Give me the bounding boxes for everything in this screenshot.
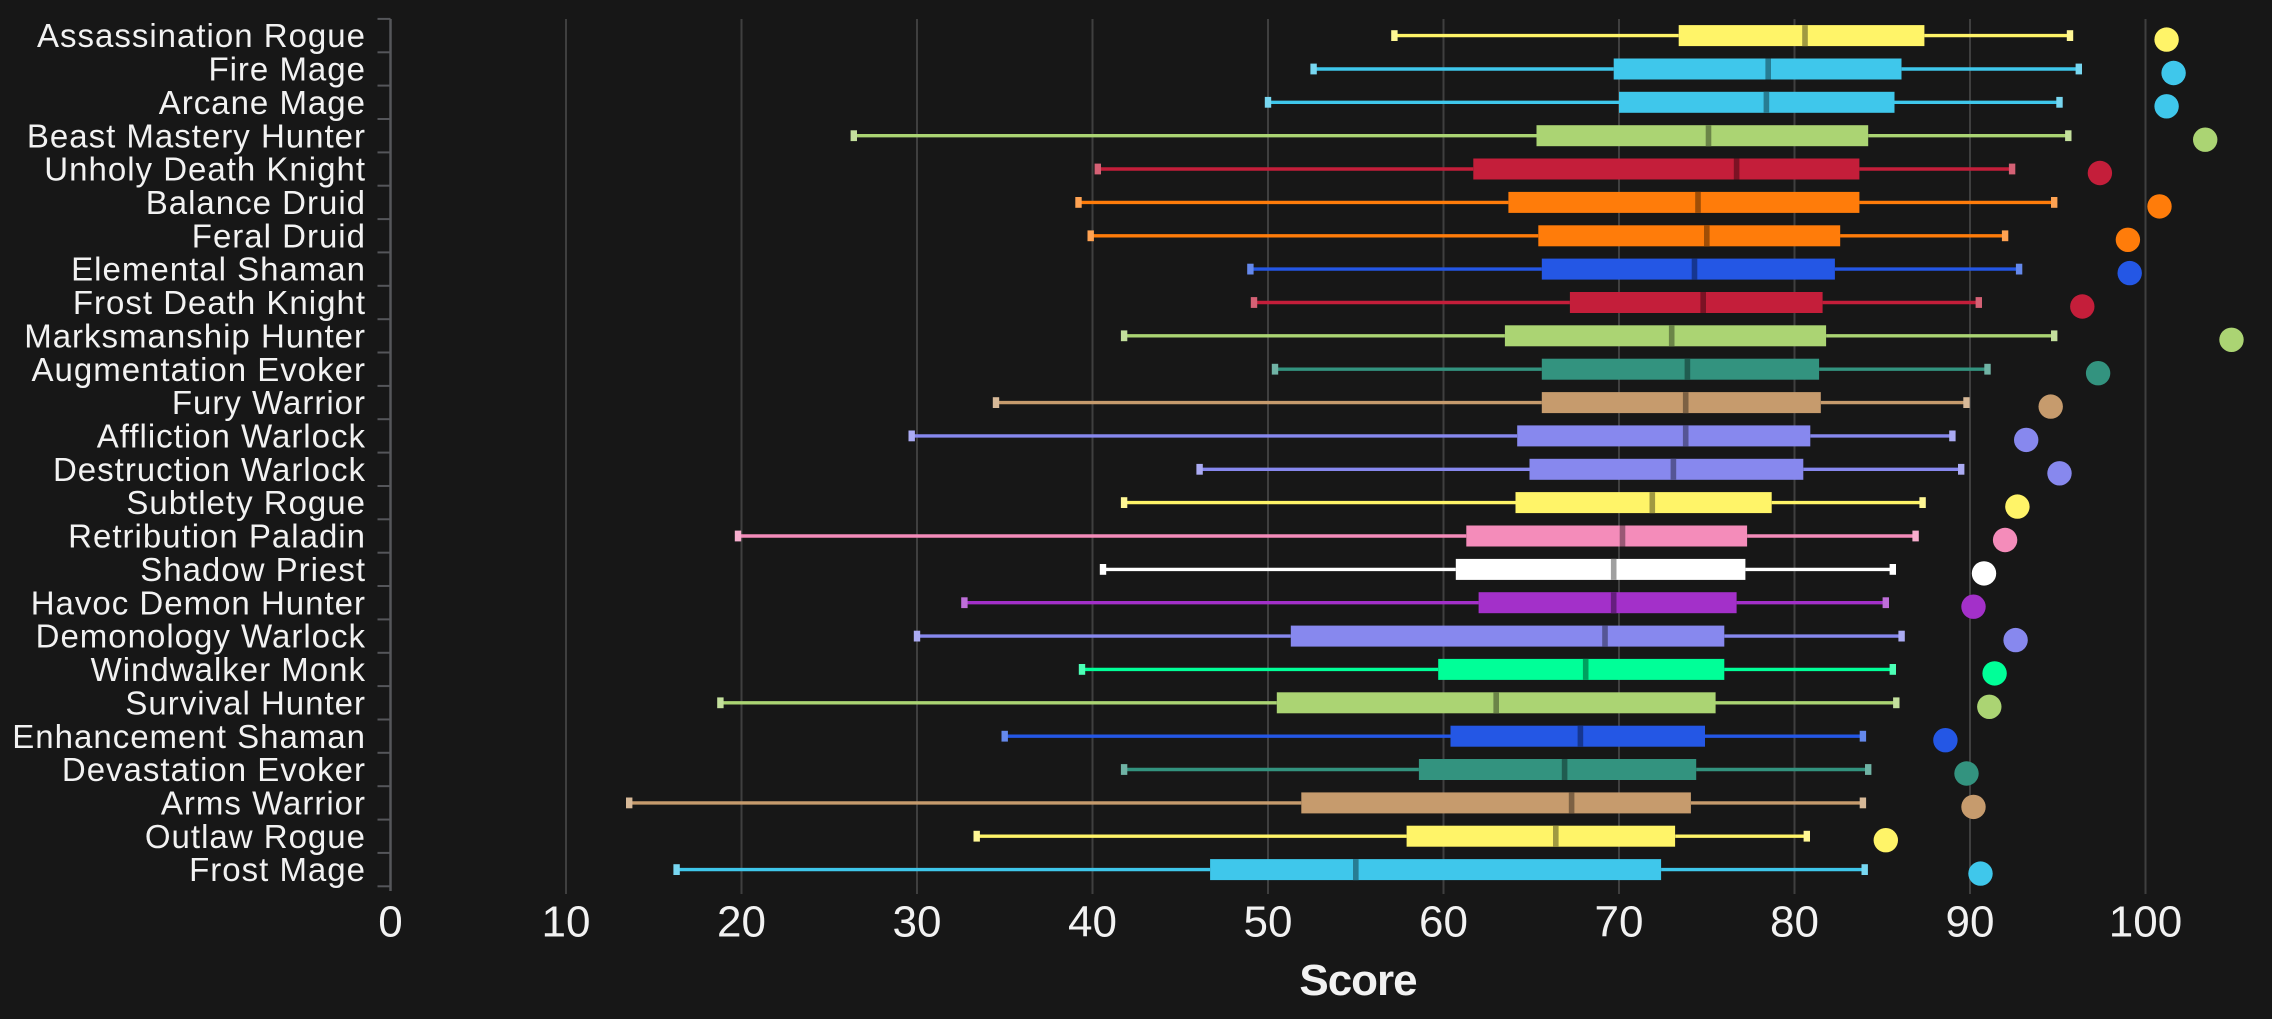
svg-text:Balance Druid: Balance Druid: [146, 184, 366, 221]
svg-text:Devastation Evoker: Devastation Evoker: [62, 751, 366, 788]
svg-text:Unholy Death Knight: Unholy Death Knight: [44, 151, 366, 188]
svg-text:Havoc Demon Hunter: Havoc Demon Hunter: [31, 584, 366, 621]
svg-text:Survival Hunter: Survival Hunter: [125, 684, 366, 721]
svg-text:Feral Druid: Feral Druid: [192, 217, 366, 254]
svg-text:Destruction Warlock: Destruction Warlock: [53, 451, 366, 488]
svg-text:Demonology Warlock: Demonology Warlock: [36, 618, 366, 655]
svg-text:Arms Warrior: Arms Warrior: [161, 785, 366, 822]
svg-text:90: 90: [1946, 898, 1995, 947]
svg-text:Retribution Paladin: Retribution Paladin: [68, 518, 366, 555]
svg-text:Elemental Shaman: Elemental Shaman: [71, 251, 366, 288]
svg-text:Fire Mage: Fire Mage: [208, 51, 366, 88]
svg-text:100: 100: [2109, 898, 2182, 947]
svg-text:80: 80: [1770, 898, 1819, 947]
svg-text:Score: Score: [1299, 956, 1416, 1005]
svg-text:Augmentation Evoker: Augmentation Evoker: [31, 351, 366, 388]
svg-text:Arcane Mage: Arcane Mage: [159, 84, 366, 121]
svg-text:Assassination Rogue: Assassination Rogue: [37, 17, 366, 54]
svg-text:10: 10: [542, 898, 591, 947]
svg-text:Frost Mage: Frost Mage: [189, 851, 366, 888]
svg-text:Enhancement Shaman: Enhancement Shaman: [12, 718, 366, 755]
svg-text:Beast Mastery Hunter: Beast Mastery Hunter: [27, 117, 366, 154]
svg-text:Subtlety Rogue: Subtlety Rogue: [126, 484, 366, 521]
svg-text:30: 30: [893, 898, 942, 947]
svg-text:20: 20: [717, 898, 766, 947]
svg-text:Windwalker Monk: Windwalker Monk: [91, 651, 366, 688]
svg-text:Outlaw Rogue: Outlaw Rogue: [145, 818, 366, 855]
svg-text:Marksmanship Hunter: Marksmanship Hunter: [24, 317, 366, 354]
svg-text:70: 70: [1595, 898, 1644, 947]
svg-text:40: 40: [1068, 898, 1117, 947]
svg-text:Frost Death Knight: Frost Death Knight: [73, 284, 366, 321]
svg-text:50: 50: [1244, 898, 1293, 947]
svg-text:Affliction Warlock: Affliction Warlock: [97, 418, 366, 455]
svg-text:0: 0: [378, 898, 402, 947]
svg-text:Fury Warrior: Fury Warrior: [172, 384, 366, 421]
svg-text:60: 60: [1419, 898, 1468, 947]
svg-text:Shadow Priest: Shadow Priest: [140, 551, 366, 588]
